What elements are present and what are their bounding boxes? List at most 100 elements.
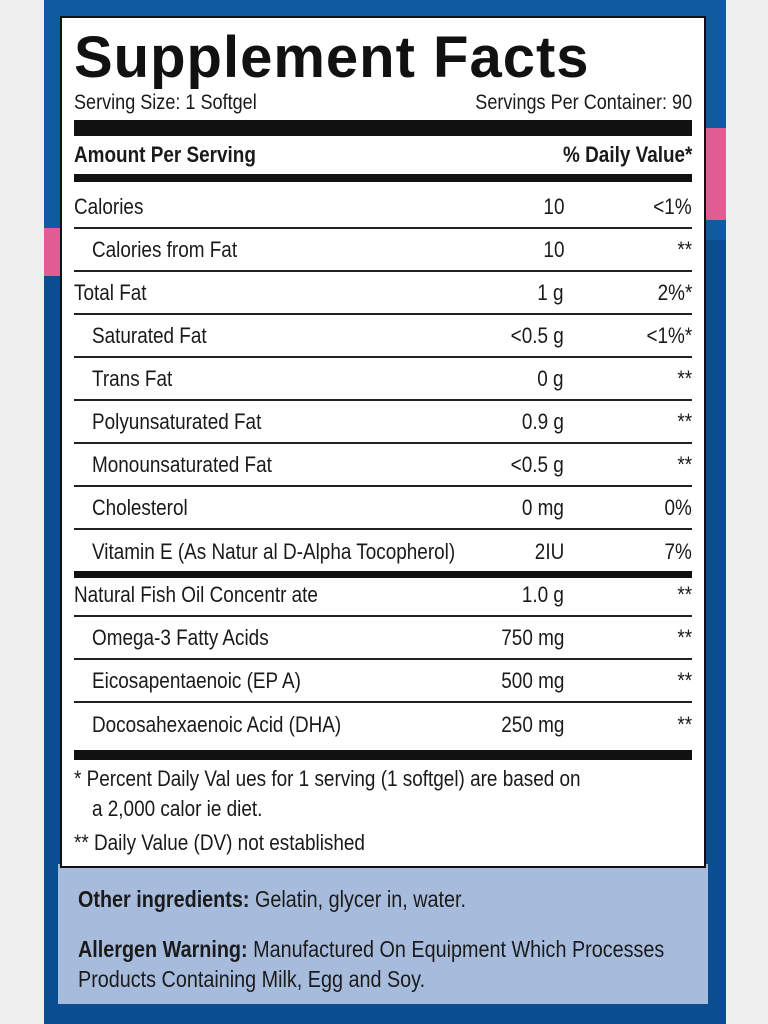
nutrient-daily-value: 0% (664, 494, 692, 520)
nutrient-amount: 1 g (537, 279, 564, 305)
nutrient-daily-value: <1% (653, 193, 692, 219)
nutrient-name: Natural Fish Oil Concentr ate (74, 581, 318, 607)
nutrient-name-cell: Total Fat (74, 272, 158, 313)
serving-size: Serving Size: 1 Softgel (74, 91, 257, 114)
nutrient-name: Saturated Fat (92, 322, 207, 348)
nutrient-row: Polyunsaturated Fat 0.9 g ** (74, 401, 692, 444)
nutrient-daily-value-cell: ** (675, 444, 692, 485)
panel-title: Supplement Facts (74, 25, 590, 90)
nutrient-amount-cell: 10 (540, 186, 564, 227)
nutrient-amount-cell: 0 mg (515, 487, 564, 528)
nutrient-amount: <0.5 g (510, 322, 564, 348)
nutrient-row: Cholesterol 0 mg 0% (74, 487, 692, 530)
nutrient-name-cell: Calories (74, 186, 155, 227)
nutrient-amount: <0.5 g (510, 451, 564, 477)
section-divider (74, 571, 692, 578)
nutrient-name-cell: Eicosapentaenoic (EP A) (92, 660, 335, 701)
other-ingredients-panel: Other ingredients: Gelatin, glycer in, w… (58, 864, 708, 1004)
nutrient-daily-value-cell: <1%* (639, 315, 692, 356)
nutrient-name: Calories (74, 193, 144, 219)
nutrient-name-cell: Saturated Fat (92, 315, 225, 356)
nutrient-amount: 0 mg (521, 494, 564, 520)
nutrient-daily-value: ** (677, 451, 692, 477)
nutrient-name: Eicosapentaenoic (EP A) (92, 667, 301, 693)
other-ingredients-label: Other ingredients: (78, 886, 250, 912)
nutrient-amount: 10 (542, 236, 564, 262)
nutrient-row: Saturated Fat <0.5 g <1%* (74, 315, 692, 358)
nutrient-amount-cell: 2IU (530, 530, 564, 573)
nutrient-row: Eicosapentaenoic (EP A) 500 mg ** (74, 660, 692, 703)
nutrient-daily-value: ** (677, 667, 692, 693)
nutrient-row: Vitamin E (As Natur al D-Alpha Tocophero… (74, 530, 692, 573)
servings-per-container: Servings Per Container: 90 (475, 91, 692, 114)
nutrient-daily-value: ** (677, 711, 692, 737)
nutrient-name-cell: Docosahexaenoic Acid (DHA) (92, 703, 382, 746)
nutrient-daily-value-cell: ** (675, 660, 692, 701)
nutrient-amount-cell: 500 mg (491, 660, 564, 701)
nutrient-amount: 750 mg (500, 624, 564, 650)
nutrient-daily-value-cell: ** (675, 358, 692, 399)
nutrient-amount-cell: 0 g (533, 358, 564, 399)
supplement-facts-panel: Supplement Facts Serving Size: 1 Softgel… (60, 16, 706, 868)
nutrient-row: Natural Fish Oil Concentr ate 1.0 g ** (74, 574, 692, 617)
nutrient-name: Calories from Fat (92, 236, 238, 262)
nutrient-amount: 10 (542, 193, 564, 219)
nutrient-daily-value-cell: <1% (647, 186, 692, 227)
nutrient-daily-value-cell: 2%* (652, 272, 692, 313)
nutrient-name: Cholesterol (92, 494, 188, 520)
nutrient-amount-cell: 1 g (533, 272, 564, 313)
allergen-line-1: Allergen Warning: Manufactured On Equipm… (78, 934, 664, 964)
nutrient-name-cell: Monounsaturated Fat (92, 444, 301, 485)
nutrient-daily-value-cell: ** (675, 703, 692, 746)
nutrient-daily-value-cell: ** (675, 617, 692, 658)
footnote-line-3: ** Daily Value (DV) not established (74, 830, 365, 855)
nutrient-name: Vitamin E (As Natur al D-Alpha Tocophero… (92, 538, 456, 564)
nutrient-name: Polyunsaturated Fat (92, 408, 262, 434)
nutrient-name: Monounsaturated Fat (92, 451, 272, 477)
nutrient-name-cell: Vitamin E (As Natur al D-Alpha Tocophero… (92, 530, 514, 573)
allergen-label: Allergen Warning: (78, 936, 248, 962)
nutrient-amount-cell: 0.9 g (515, 401, 564, 442)
nutrient-daily-value: ** (677, 408, 692, 434)
nutrient-row: Calories from Fat 10 ** (74, 229, 692, 272)
amount-per-serving-header: Amount Per Serving (74, 142, 256, 167)
nutrient-amount: 2IU (534, 538, 564, 564)
nutrient-daily-value: <1%* (646, 322, 692, 348)
footnote-line-1: * Percent Daily Val ues for 1 serving (1… (74, 766, 581, 791)
nutrient-name: Omega-3 Fatty Acids (92, 624, 269, 650)
allergen-text-2: Products Containing Milk, Egg and Soy. (78, 966, 426, 992)
nutrient-daily-value-cell: ** (675, 401, 692, 442)
nutrient-amount: 500 mg (500, 667, 564, 693)
nutrient-row: Monounsaturated Fat <0.5 g ** (74, 444, 692, 487)
medium-divider (74, 174, 692, 182)
nutrient-daily-value: ** (677, 581, 692, 607)
thick-divider-top (74, 120, 692, 136)
allergen-line-2: Products Containing Milk, Egg and Soy. (78, 964, 608, 994)
thick-divider-bottom (74, 750, 692, 760)
nutrient-daily-value: ** (677, 365, 692, 391)
nutrient-amount-cell: 250 mg (491, 703, 564, 746)
daily-value-header: % Daily Value* (562, 142, 692, 167)
nutrient-name: Trans Fat (92, 365, 173, 391)
nutrient-row: Omega-3 Fatty Acids 750 mg ** (74, 617, 692, 660)
nutrient-daily-value: 2%* (657, 279, 692, 305)
nutrient-amount-cell: 750 mg (491, 617, 564, 658)
nutrient-daily-value-cell: ** (675, 229, 692, 270)
footnote-line-2: a 2,000 calor ie diet. (92, 796, 263, 821)
nutrient-row: Total Fat 1 g 2%* (74, 272, 692, 315)
other-ingredients-text: Gelatin, glycer in, water. (254, 886, 467, 912)
nutrient-amount: 1.0 g (521, 581, 564, 607)
nutrient-amount-cell: 10 (540, 229, 564, 270)
nutrient-name-cell: Polyunsaturated Fat (92, 401, 289, 442)
nutrient-amount: 250 mg (500, 711, 564, 737)
nutrient-name-cell: Cholesterol (92, 487, 203, 528)
nutrient-row: Docosahexaenoic Acid (DHA) 250 mg ** (74, 703, 692, 746)
nutrient-name-cell: Natural Fish Oil Concentr ate (74, 574, 358, 615)
nutrient-amount: 0.9 g (521, 408, 564, 434)
nutrient-name-cell: Calories from Fat (92, 229, 261, 270)
nutrient-daily-value: ** (677, 624, 692, 650)
nutrient-amount-cell: 1.0 g (515, 574, 564, 615)
nutrient-name-cell: Omega-3 Fatty Acids (92, 617, 297, 658)
nutrient-name: Docosahexaenoic Acid (DHA) (92, 711, 342, 737)
nutrient-amount-cell: <0.5 g (502, 315, 564, 356)
